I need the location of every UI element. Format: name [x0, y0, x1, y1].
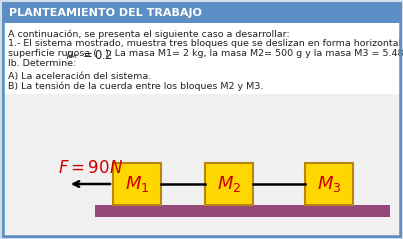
Bar [205, 163, 253, 205]
Text: PLANTEAMIENTO DEL TRABAJO: PLANTEAMIENTO DEL TRABAJO [9, 8, 202, 18]
Text: A) La aceleración del sistema.: A) La aceleración del sistema. [8, 72, 151, 81]
Text: superficie rugosa (: superficie rugosa ( [8, 49, 97, 58]
Text: lb. Determine:: lb. Determine: [8, 59, 76, 68]
Text: $\mathit{M}_1$: $\mathit{M}_1$ [125, 174, 149, 194]
Bar [95, 205, 390, 217]
Text: 1.- El sistema mostrado, muestra tres bloques que se deslizan en forma horizonta: 1.- El sistema mostrado, muestra tres bl… [8, 39, 403, 48]
Bar [113, 163, 161, 205]
Text: $\mathit{M}_3$: $\mathit{M}_3$ [317, 174, 341, 194]
Text: $= 0.2$: $= 0.2$ [80, 49, 113, 62]
Text: $\mathit{M}_2$: $\mathit{M}_2$ [217, 174, 241, 194]
Bar [3, 6, 400, 94]
Text: A continuación, se presenta el siguiente caso a desarrollar:: A continuación, se presenta el siguiente… [8, 29, 290, 38]
Bar [3, 93, 400, 236]
Text: $\mathbf{\mathit{F=90N}}$: $\mathbf{\mathit{F=90N}}$ [58, 159, 123, 177]
Bar [3, 3, 400, 23]
Text: B) La tensión de la cuerda entre los bloques M2 y M3.: B) La tensión de la cuerda entre los blo… [8, 81, 264, 91]
Text: $\mu_k$: $\mu_k$ [66, 49, 79, 61]
Text: ). La masa M1= 2 kg, la masa M2= 500 g y la masa M3 = 5.482: ). La masa M1= 2 kg, la masa M2= 500 g y… [105, 49, 403, 58]
Bar [305, 163, 353, 205]
